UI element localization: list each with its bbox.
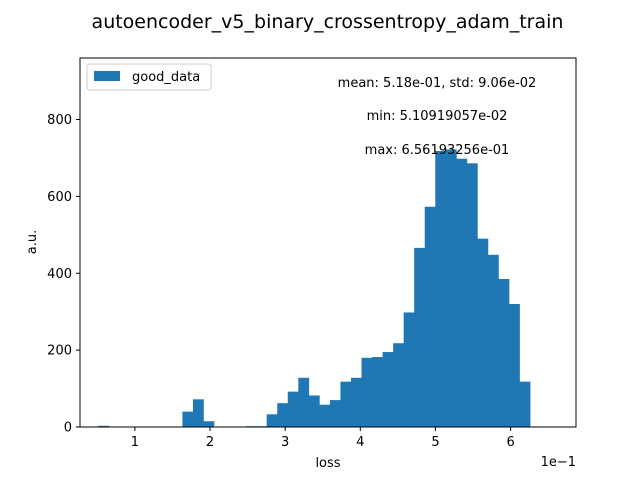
histogram-bar — [340, 381, 352, 427]
x-tick-label: 2 — [206, 435, 214, 450]
y-tick-label: 600 — [47, 190, 72, 205]
annotation-mean-std: mean: 5.18e-01, std: 9.06e-02 — [338, 76, 537, 91]
histogram-bar — [361, 357, 373, 427]
x-axis: 1 2 3 4 5 6 — [131, 427, 515, 450]
y-tick-label: 800 — [47, 113, 72, 128]
histogram-bar — [266, 414, 278, 427]
histogram-bar — [414, 247, 426, 427]
legend-label-good-data: good_data — [132, 70, 200, 85]
histogram-bar — [308, 395, 320, 427]
y-tick-label: 0 — [64, 421, 72, 436]
histogram-bar — [435, 151, 447, 427]
histogram-bar — [466, 163, 478, 427]
histogram-bar — [519, 381, 531, 427]
x-tick-label: 6 — [506, 435, 514, 450]
y-tick-label: 200 — [47, 344, 72, 359]
histogram-bar — [192, 399, 204, 427]
legend-box — [86, 63, 212, 91]
histogram-bar — [393, 343, 404, 427]
histogram-bar — [424, 206, 436, 427]
histogram-bar — [329, 400, 341, 427]
legend-swatch — [94, 71, 120, 81]
histogram-bar — [350, 377, 362, 427]
histogram-bar — [456, 158, 468, 427]
y-axis-label: a.u. — [25, 230, 40, 254]
annotation-min: min: 5.10919057e-02 — [367, 109, 508, 124]
x-tick-label: 4 — [356, 435, 364, 450]
histogram-bar — [487, 254, 499, 427]
chart-title: autoencoder_v5_binary_crossentropy_adam_… — [92, 11, 564, 33]
histogram-bar — [477, 238, 489, 427]
x-axis-label: loss — [315, 456, 340, 471]
histogram-bar — [277, 403, 289, 427]
y-tick-label: 400 — [47, 267, 72, 282]
x-tick-label: 3 — [281, 435, 289, 450]
histogram-bar — [372, 357, 383, 427]
x-axis-offset-label: 1e−1 — [541, 455, 576, 470]
histogram-bar — [298, 377, 310, 427]
histogram-bar — [382, 352, 394, 427]
x-tick-label: 1 — [131, 435, 139, 450]
legend: good_data — [86, 63, 212, 91]
histogram-bar — [445, 149, 457, 428]
bars-group — [98, 149, 531, 428]
histogram-bar — [319, 404, 331, 427]
histogram-bar — [498, 279, 510, 427]
plot-frame — [79, 57, 577, 428]
histogram-bar — [403, 312, 415, 427]
histogram-bar — [287, 391, 299, 427]
histogram-bar — [182, 411, 194, 428]
annotation-max: max: 6.56193256e-01 — [365, 143, 510, 158]
y-axis: 0 200 400 600 800 — [47, 113, 80, 436]
histogram-bar — [203, 421, 215, 427]
x-tick-label: 5 — [431, 435, 439, 450]
histogram-bar — [98, 425, 109, 427]
histogram-bar — [509, 304, 520, 427]
